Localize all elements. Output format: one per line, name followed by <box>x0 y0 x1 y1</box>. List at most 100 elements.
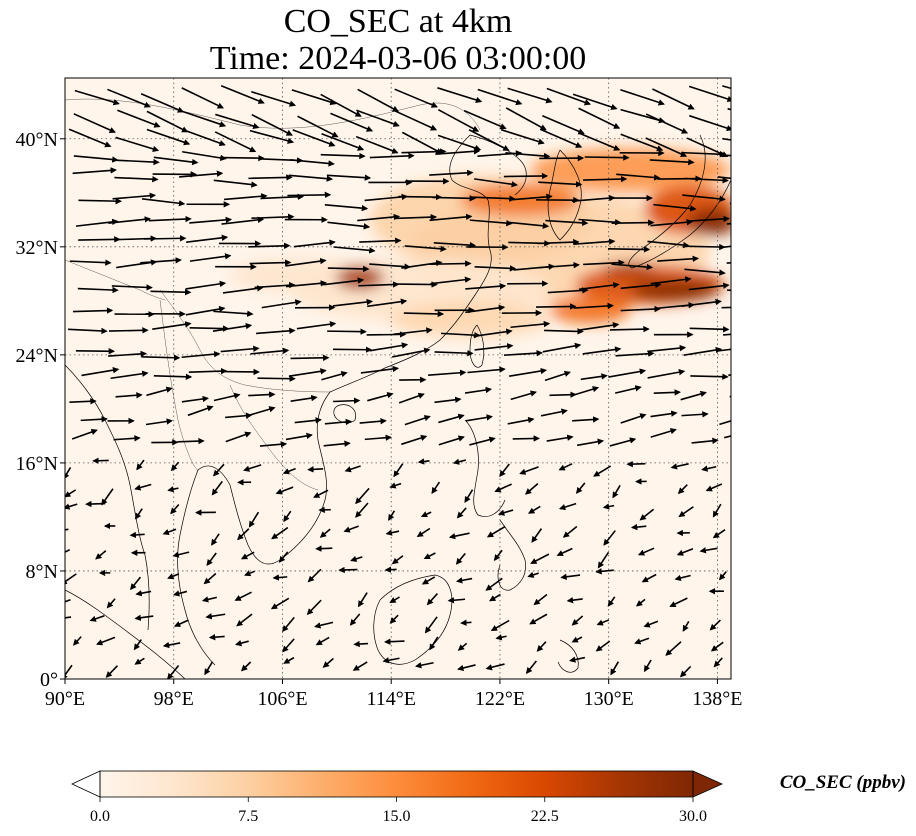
wind-vector-arrow <box>653 203 697 212</box>
wind-vector-arrow <box>148 215 192 223</box>
wind-vector-arrow <box>366 331 407 338</box>
wind-vector-arrow <box>290 354 330 362</box>
wind-vector-arrow <box>220 345 260 353</box>
wind-vector-arrow <box>282 467 296 475</box>
wind-vector-arrow <box>101 488 114 506</box>
wind-vector-arrow <box>68 327 108 335</box>
wind-vector-arrow <box>474 178 518 188</box>
map-title: CO_SEC at 4km <box>283 3 513 40</box>
wind-vector-arrow <box>538 181 583 188</box>
wind-vector-arrow <box>716 348 731 352</box>
wind-vector-arrow <box>385 529 400 536</box>
lon-tick-label: 138°E <box>692 688 742 710</box>
wind-vector-arrow <box>257 375 296 382</box>
colorbar: 0.0 7.5 15.0 22.5 30.0 CO_SEC (ppbv) <box>71 770 906 825</box>
wind-vector-arrow <box>251 213 295 221</box>
wind-vector-arrow <box>544 370 571 382</box>
wind-vector-arrow <box>394 88 438 108</box>
wind-vector-arrow <box>78 236 121 243</box>
wind-vector-arrow <box>572 416 600 423</box>
wind-vector-arrow <box>140 93 185 113</box>
wind-vector-arrow <box>141 354 181 361</box>
wind-vector-arrow <box>505 107 547 131</box>
wind-vector-arrow <box>699 547 718 554</box>
wind-vector-arrow <box>429 260 472 267</box>
wind-vector-arrow <box>203 572 217 585</box>
wind-vector-arrow <box>597 551 610 569</box>
colorbar-min-extension <box>71 770 101 798</box>
wind-vector-arrow <box>111 284 153 291</box>
wind-vector-arrow <box>641 573 657 583</box>
wind-vector-arrow <box>682 194 726 203</box>
wind-vector-arrow <box>689 326 730 333</box>
wind-vector-arrow <box>527 571 539 578</box>
wind-vector-arrow <box>709 619 721 631</box>
wind-vector-arrow <box>181 87 225 109</box>
wind-vector-arrow <box>537 238 580 246</box>
wind-vector-arrow <box>162 641 181 649</box>
wind-vector-arrow <box>681 298 722 307</box>
wind-vector-arrow <box>285 432 313 441</box>
wind-vector-arrow <box>382 657 400 664</box>
wind-vector-arrow <box>314 621 334 629</box>
wind-vector-arrow <box>146 128 191 146</box>
wind-vector-arrow <box>173 619 189 627</box>
wind-vector-arrow <box>213 392 241 402</box>
wind-vector-arrow <box>420 511 432 518</box>
wind-vector-arrow <box>327 265 370 273</box>
border-myanmar-thailand <box>159 299 199 471</box>
colorbar-tick-label: 0.0 <box>90 808 110 825</box>
wind-vector-arrow <box>680 390 707 401</box>
wind-vector-arrow <box>686 215 730 223</box>
coastline-indochina <box>177 391 331 666</box>
wind-vector-arrow <box>201 596 218 603</box>
wind-vector-arrow <box>489 593 501 602</box>
wind-vector-arrow <box>359 237 402 244</box>
wind-vector-arrow <box>65 573 77 585</box>
wind-vector-arrow <box>129 531 145 539</box>
wind-vector-arrow <box>538 261 580 269</box>
wind-vector-arrow <box>650 276 692 285</box>
wind-vector-arrow <box>248 511 260 528</box>
wind-vector-arrow <box>162 528 177 536</box>
wind-vector-arrow <box>465 283 507 290</box>
wind-vector-arrow <box>89 614 105 622</box>
wind-vector-arrow <box>612 484 621 499</box>
wind-vector-arrow <box>417 458 430 465</box>
wind-vector-arrow <box>237 528 250 541</box>
wind-vector-arrow <box>320 93 362 117</box>
wind-vector-arrow <box>474 343 514 351</box>
wind-vector-arrow <box>440 331 481 339</box>
wind-vector-arrow <box>571 615 584 626</box>
wind-vector-arrow <box>455 552 466 565</box>
wind-vector-arrow <box>278 551 289 563</box>
wind-vector-arrow <box>650 410 678 418</box>
wind-vector-arrow <box>235 640 249 647</box>
wind-vector-arrow <box>595 568 614 575</box>
wind-vector-arrow <box>249 129 295 144</box>
wind-vector-arrow <box>506 221 550 229</box>
plume-region-nw-pacific-core <box>602 262 658 278</box>
wind-vector-arrow <box>681 411 709 418</box>
wind-vector-arrow <box>105 665 119 678</box>
wind-vector-arrow <box>726 289 731 292</box>
wind-vector-arrow <box>637 547 655 556</box>
wind-vector-arrow <box>645 113 689 134</box>
wind-vector-arrow <box>214 131 257 153</box>
wind-vector-arrow <box>391 555 404 565</box>
lon-tick-label: 90°E <box>45 688 85 710</box>
wind-vector-arrow <box>110 370 149 380</box>
lat-tick-label: 16°N <box>16 453 58 475</box>
wind-vector-arrow <box>285 257 327 267</box>
wind-vector-arrow <box>108 350 147 358</box>
wind-vector-arrow <box>403 310 445 318</box>
wind-vector-arrow <box>540 408 568 417</box>
wind-vector-arrow <box>187 405 214 417</box>
wind-vector-arrow <box>531 528 543 543</box>
coastline-sumatra <box>65 589 186 679</box>
wind-vector-arrow <box>167 573 180 580</box>
colorbar-max-extension <box>692 770 723 798</box>
wind-vector-arrow <box>271 526 289 540</box>
plume-region-pacific-core <box>630 280 720 300</box>
wind-vector-arrow <box>595 640 611 652</box>
